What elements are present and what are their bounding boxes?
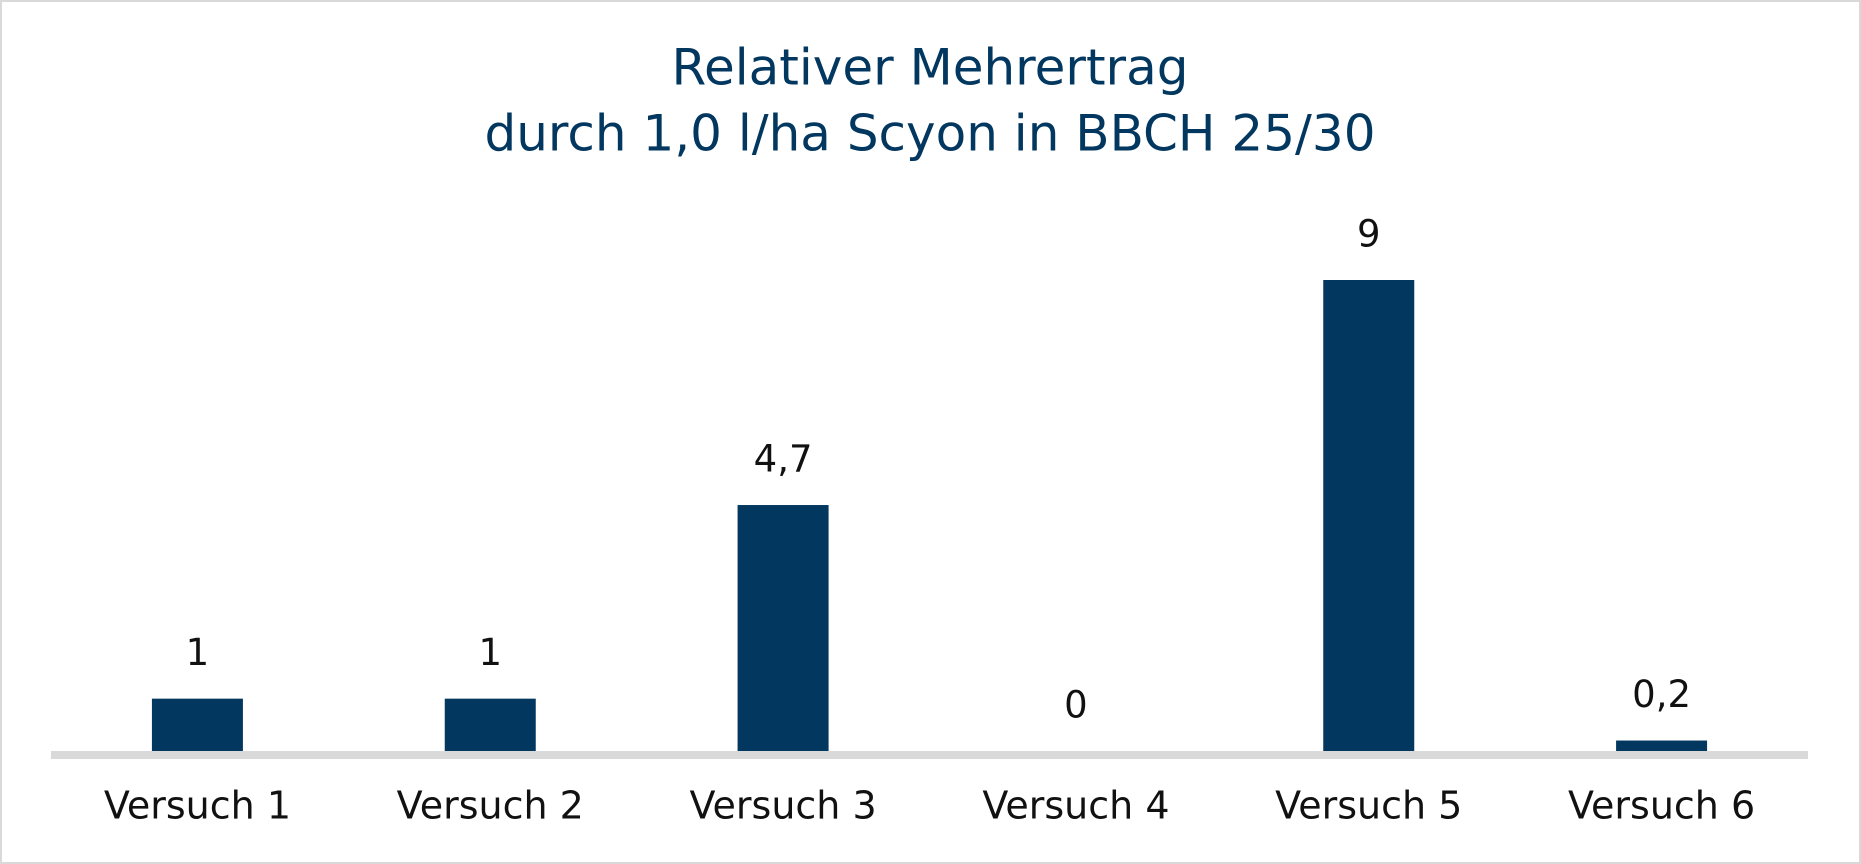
bar: [444, 698, 536, 751]
data-label: 0: [1064, 684, 1088, 727]
x-tick-label: Versuch 6: [1568, 784, 1755, 828]
x-tick-label: Versuch 1: [104, 784, 291, 828]
x-tick-label: Versuch 2: [397, 784, 584, 828]
data-label: 0,2: [1632, 673, 1691, 716]
data-label: 1: [186, 631, 210, 674]
chart-title: durch 1,0 l/ha Scyon in BBCH 25/30: [484, 105, 1375, 163]
data-label: 1: [478, 631, 502, 674]
x-tick-label: Versuch 4: [982, 784, 1169, 828]
bar: [151, 698, 243, 751]
bar: [737, 505, 829, 751]
data-label: 9: [1357, 213, 1381, 256]
bar: [1616, 740, 1708, 751]
x-tick-label: Versuch 5: [1275, 784, 1462, 828]
bar: [1323, 280, 1415, 751]
data-label: 4,7: [754, 438, 813, 481]
chart-title: Relativer Mehrertrag: [672, 39, 1189, 97]
x-tick-label: Versuch 3: [689, 784, 876, 828]
